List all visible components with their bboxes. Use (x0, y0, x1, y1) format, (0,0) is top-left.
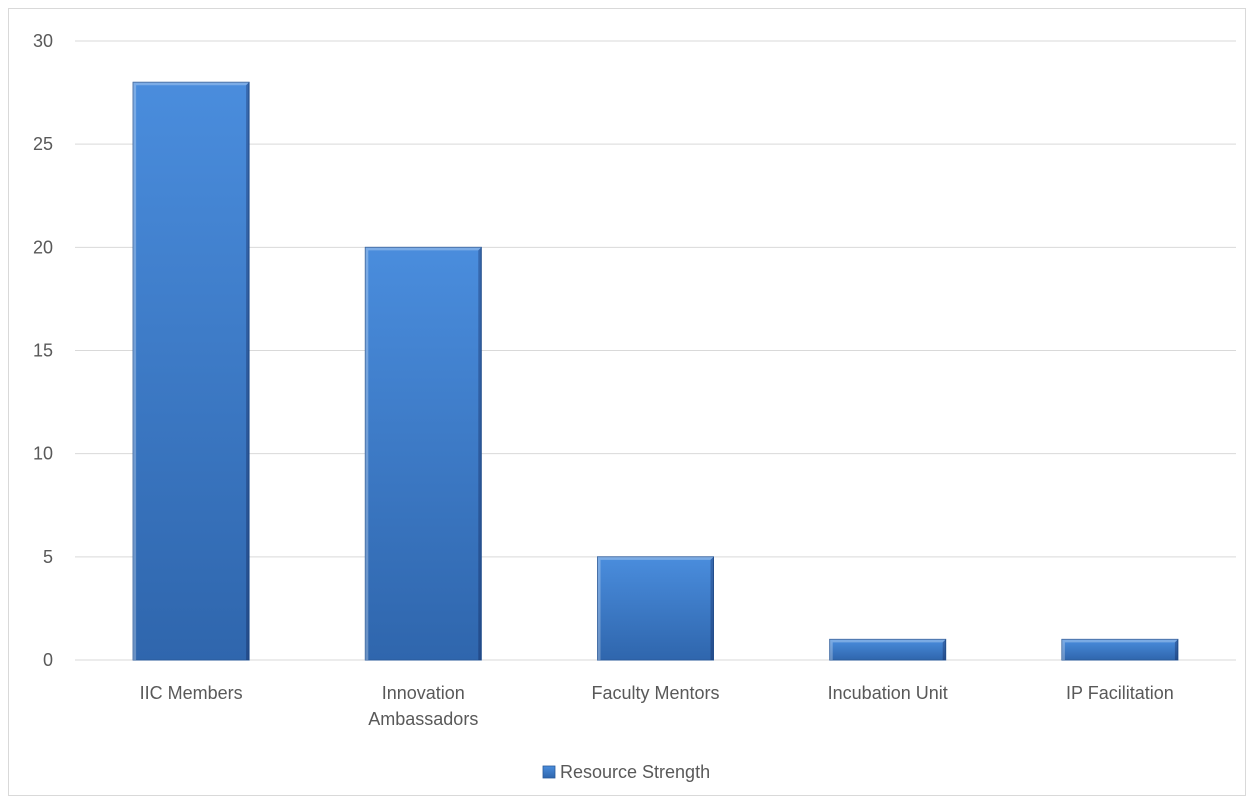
x-tick-label: Faculty Mentors (591, 683, 719, 703)
y-axis-tick-labels: 0 5 10 15 20 25 30 (33, 31, 53, 670)
bar-shade (943, 639, 946, 660)
bar-shade (478, 247, 481, 660)
y-tick-label: 5 (43, 547, 53, 567)
y-tick-label: 15 (33, 341, 53, 361)
bar (830, 639, 946, 660)
bar-shade (246, 82, 249, 660)
bar (598, 557, 714, 660)
y-tick-label: 0 (43, 650, 53, 670)
bars (133, 82, 1178, 660)
x-axis-tick-labels: IIC Members Innovation Ambassadors Faculty … (140, 683, 1174, 729)
x-tick-label: IIC Members (140, 683, 243, 703)
y-tick-label: 20 (33, 237, 53, 257)
bar-body (365, 247, 481, 660)
legend-swatch (543, 766, 555, 778)
bar-body (830, 639, 946, 660)
bar-body (133, 82, 249, 660)
x-tick-label: Innovation Ambassadors (368, 683, 478, 729)
x-tick-label: Incubation Unit (828, 683, 948, 703)
legend: Resource Strength (543, 762, 710, 782)
bar-shade (711, 557, 714, 660)
y-tick-label: 30 (33, 31, 53, 51)
y-tick-label: 25 (33, 134, 53, 154)
bar-body (1062, 639, 1178, 660)
bar (1062, 639, 1178, 660)
legend-label: Resource Strength (560, 762, 710, 782)
bar (365, 247, 481, 660)
x-tick-label: IP Facilitation (1066, 683, 1174, 703)
y-tick-label: 10 (33, 444, 53, 464)
bar-shade (1175, 639, 1178, 660)
bar (133, 82, 249, 660)
bar-body (598, 557, 714, 660)
